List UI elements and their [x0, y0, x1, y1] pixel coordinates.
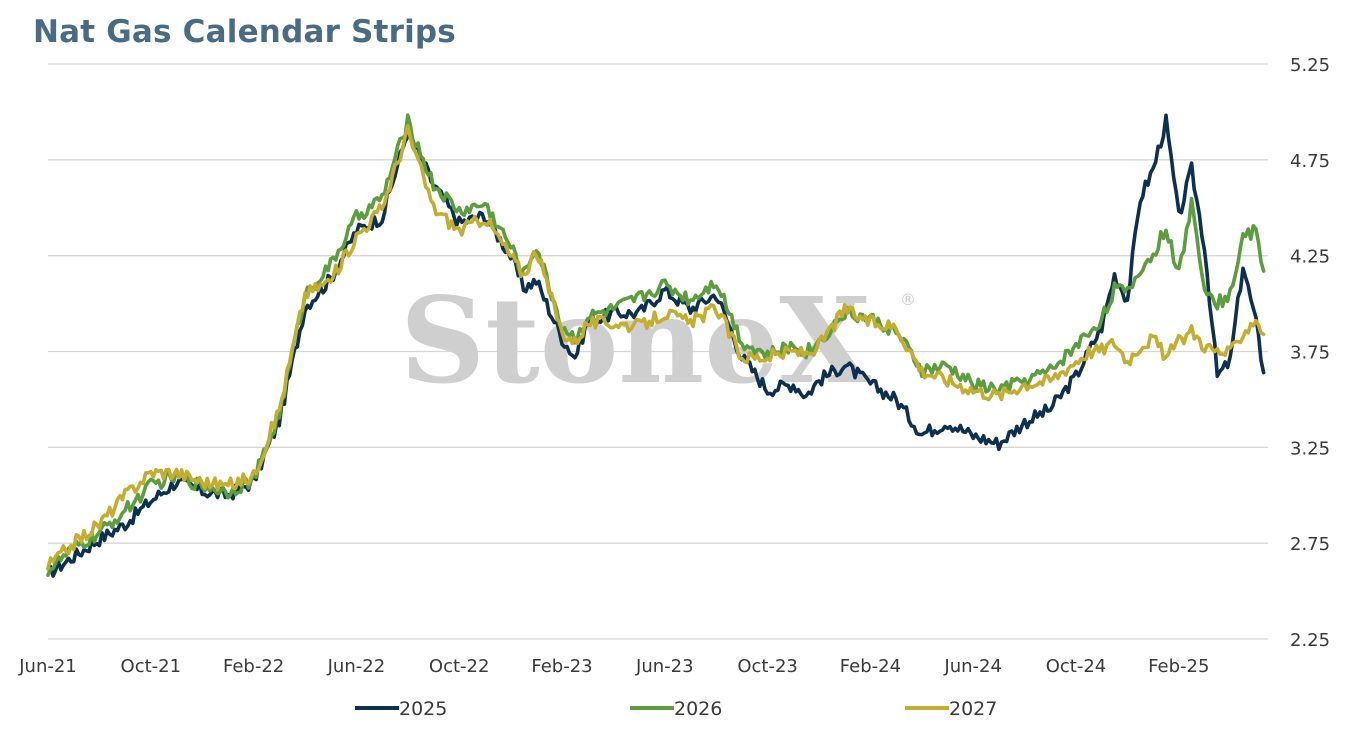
x-tick-label: Oct-22 — [429, 656, 490, 677]
legend-label-2025: 2025 — [399, 698, 447, 720]
legend-label-2026: 2026 — [674, 698, 722, 720]
x-tick-label: Feb-23 — [531, 656, 592, 677]
x-axis-ticks: Jun-21 Oct-21 Feb-22 Jun-22 Oct-22 Feb-23 Jun-… — [18, 656, 1209, 677]
chart-title: Nat Gas Calendar Strips — [33, 14, 456, 50]
y-tick-label: 3.75 — [1290, 343, 1330, 364]
y-tick-label: 2.75 — [1290, 534, 1330, 555]
x-tick-label: Feb-25 — [1148, 656, 1209, 677]
series-line-2027 — [46, 124, 1266, 571]
x-tick-label: Feb-24 — [840, 656, 901, 677]
y-tick-label: 3.25 — [1290, 438, 1330, 459]
y-tick-label: 4.75 — [1290, 151, 1330, 172]
watermark-registered-mark: ® — [900, 290, 916, 309]
x-tick-label: Jun-24 — [943, 656, 1002, 677]
series-lines — [46, 113, 1266, 578]
x-tick-label: Jun-23 — [635, 656, 694, 677]
y-axis-ticks: 2.25 2.75 3.25 3.75 4.25 4.75 5.25 — [1290, 55, 1330, 651]
x-tick-label: Jun-22 — [327, 656, 386, 677]
y-tick-label: 5.25 — [1290, 55, 1330, 76]
legend-label-2027: 2027 — [949, 698, 997, 720]
x-tick-label: Oct-23 — [737, 656, 798, 677]
x-tick-label: Oct-24 — [1046, 656, 1107, 677]
legend: 2025 2026 2027 — [355, 698, 997, 720]
x-tick-label: Jun-21 — [18, 656, 77, 677]
watermark-text: StoneX — [400, 271, 871, 410]
y-tick-label: 4.25 — [1290, 247, 1330, 268]
y-tick-label: 2.25 — [1290, 630, 1330, 651]
gridlines — [48, 63, 1268, 640]
x-tick-label: Feb-22 — [223, 656, 284, 677]
x-tick-label: Oct-21 — [121, 656, 182, 677]
